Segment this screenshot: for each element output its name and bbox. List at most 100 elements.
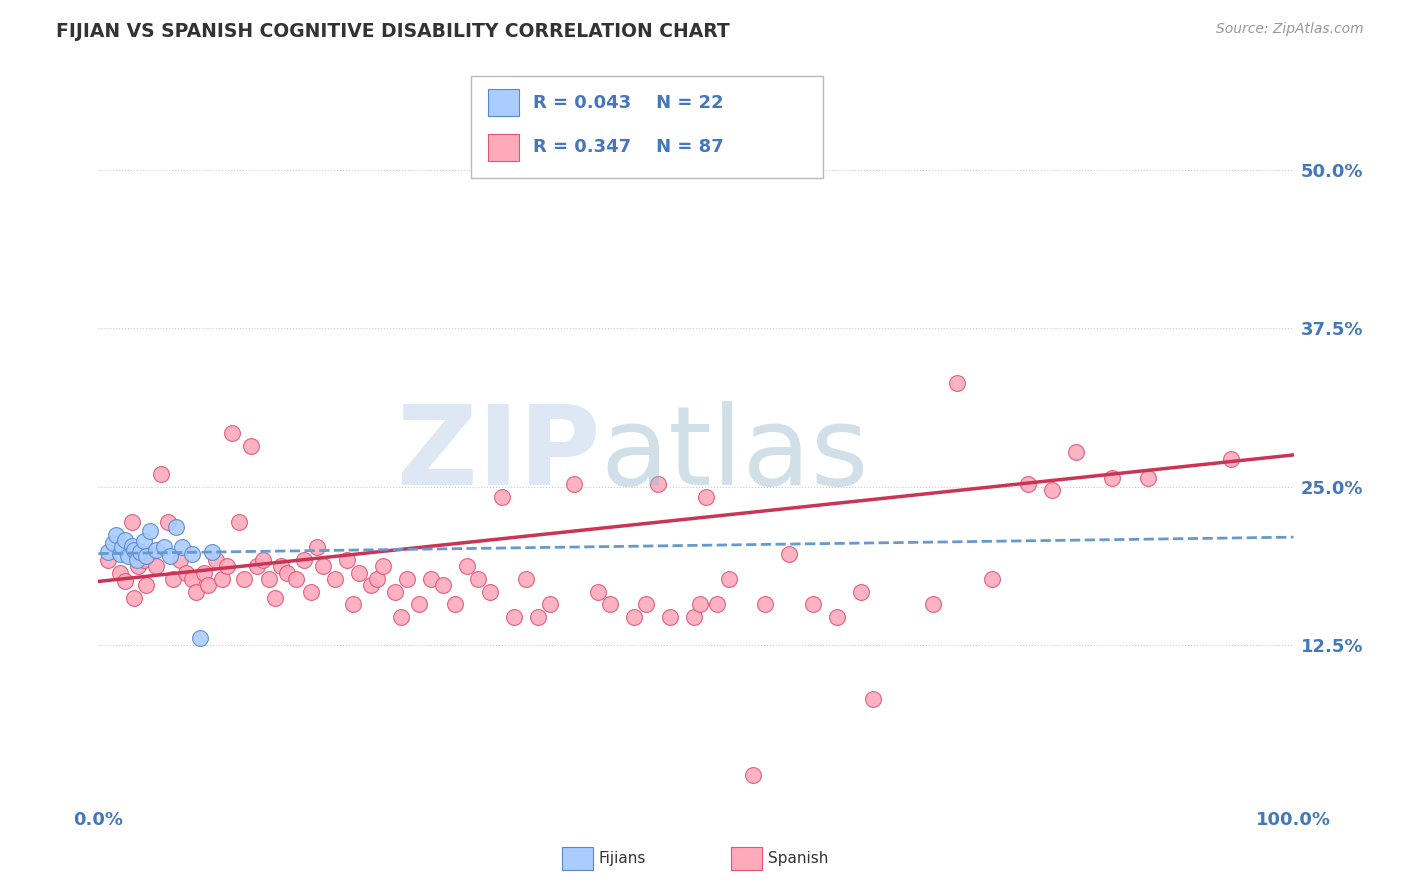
Point: [221, 426, 243, 441]
Point: [121, 515, 143, 529]
Point: [264, 591, 287, 605]
Point: [135, 549, 157, 563]
Point: [139, 524, 162, 538]
Point: [180, 572, 202, 586]
Point: [921, 597, 943, 611]
Point: [159, 549, 181, 563]
Point: [108, 566, 131, 580]
Point: [252, 553, 274, 567]
Point: [165, 520, 187, 534]
Point: [145, 559, 167, 574]
Point: [240, 439, 263, 453]
Point: [217, 559, 239, 574]
Point: [432, 578, 454, 592]
Point: [201, 545, 224, 559]
Point: [371, 559, 394, 574]
Point: [188, 632, 211, 646]
Text: atlas: atlas: [600, 401, 869, 508]
Point: [981, 572, 1004, 586]
Point: [186, 584, 208, 599]
Point: [149, 467, 172, 481]
Point: [443, 597, 465, 611]
Point: [132, 533, 155, 548]
Point: [307, 541, 329, 555]
Point: [647, 477, 669, 491]
Point: [156, 515, 179, 529]
Point: [299, 584, 322, 599]
Point: [114, 533, 136, 547]
Point: [623, 610, 645, 624]
Point: [754, 597, 776, 611]
Point: [408, 597, 430, 611]
Point: [193, 566, 215, 580]
Text: FIJIAN VS SPANISH COGNITIVE DISABILITY CORRELATION CHART: FIJIAN VS SPANISH COGNITIVE DISABILITY C…: [56, 22, 730, 41]
Point: [778, 547, 800, 561]
Point: [336, 553, 359, 567]
Point: [1040, 483, 1063, 498]
Point: [1136, 471, 1159, 485]
Point: [1101, 471, 1123, 485]
Point: [682, 610, 704, 624]
Text: ZIP: ZIP: [396, 401, 600, 508]
Text: Spanish: Spanish: [768, 852, 828, 866]
Point: [491, 490, 513, 504]
Point: [718, 572, 741, 586]
Point: [479, 584, 502, 599]
Point: [658, 610, 681, 624]
Point: [347, 566, 370, 580]
Point: [1220, 451, 1243, 466]
Point: [233, 572, 256, 586]
Point: [360, 578, 382, 592]
Point: [204, 553, 226, 567]
Point: [312, 559, 335, 574]
Point: [849, 584, 872, 599]
Point: [127, 559, 149, 574]
Point: [801, 597, 824, 611]
Point: [323, 572, 346, 586]
Point: [515, 572, 537, 586]
Point: [101, 536, 124, 550]
Point: [503, 610, 526, 624]
Point: [211, 572, 233, 586]
Point: [105, 527, 128, 541]
Point: [706, 597, 728, 611]
Point: [174, 566, 197, 580]
Point: [292, 553, 315, 567]
Point: [689, 597, 711, 611]
Point: [389, 610, 412, 624]
Point: [456, 559, 478, 574]
Point: [395, 572, 418, 586]
Point: [342, 597, 364, 611]
Point: [246, 559, 269, 574]
Point: [169, 553, 191, 567]
Point: [108, 547, 131, 561]
Point: [228, 515, 250, 529]
Text: R = 0.043    N = 22: R = 0.043 N = 22: [533, 94, 724, 112]
Point: [259, 572, 281, 586]
Point: [180, 547, 202, 561]
Point: [586, 584, 609, 599]
Point: [419, 572, 441, 586]
Point: [132, 553, 155, 567]
Point: [1064, 445, 1087, 459]
Point: [172, 541, 194, 555]
Point: [634, 597, 657, 611]
Point: [562, 477, 585, 491]
Point: [135, 578, 157, 592]
Point: [139, 547, 162, 561]
Point: [162, 572, 184, 586]
Point: [117, 549, 139, 563]
Point: [145, 542, 167, 557]
Text: Source: ZipAtlas.com: Source: ZipAtlas.com: [1216, 22, 1364, 37]
Point: [129, 545, 152, 559]
Point: [862, 692, 884, 706]
Point: [153, 541, 176, 555]
Point: [114, 574, 136, 589]
Point: [599, 597, 621, 611]
Point: [538, 597, 561, 611]
Point: [197, 578, 219, 592]
Point: [97, 553, 120, 567]
Point: [125, 553, 148, 567]
Point: [270, 559, 292, 574]
Point: [366, 572, 388, 586]
